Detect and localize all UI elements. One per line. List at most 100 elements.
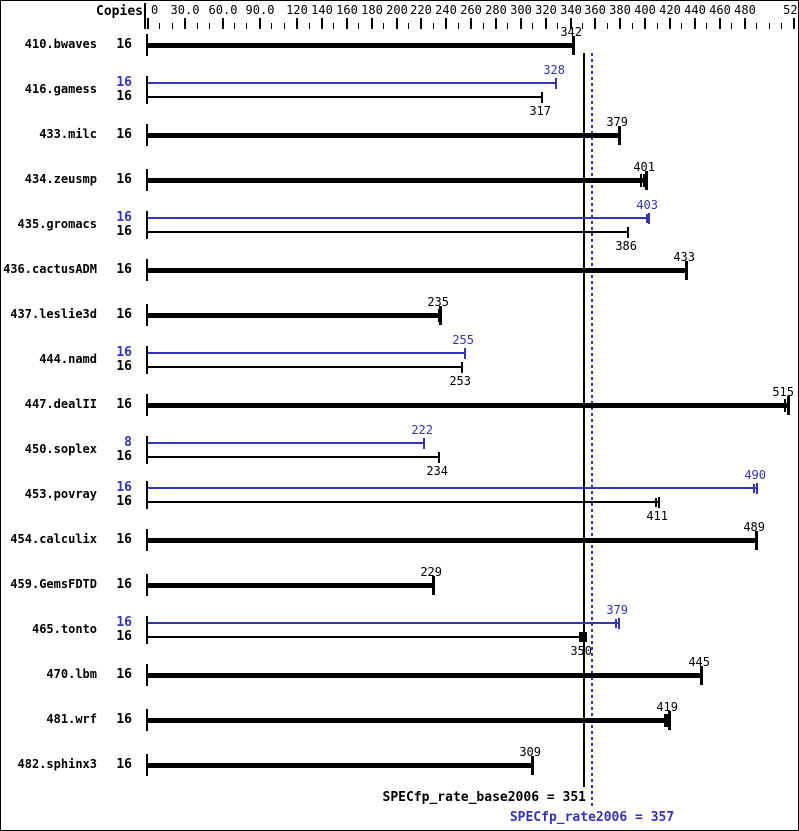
bar-value-label: 411 xyxy=(646,509,668,523)
axis-tick-label: 120 xyxy=(286,3,308,17)
axis-minor-tick xyxy=(607,23,608,29)
axis-major-tick xyxy=(222,18,224,29)
axis-minor-tick xyxy=(781,23,782,29)
run-median-tick xyxy=(784,399,786,412)
bar-value-label: 490 xyxy=(744,468,766,482)
axis-major-tick xyxy=(669,18,671,29)
axis-major-tick xyxy=(570,18,572,29)
copies-value: 16 xyxy=(116,615,132,630)
copies-value: 16 xyxy=(116,532,132,547)
axis-major-tick xyxy=(694,18,696,29)
axis-major-tick xyxy=(321,18,323,29)
bar-value-label: 489 xyxy=(743,520,765,534)
axis-tick-label: 320 xyxy=(535,3,557,17)
bar-end-cap xyxy=(432,576,435,595)
axis-minor-tick xyxy=(333,23,334,29)
base-bar xyxy=(148,501,659,503)
run-median-tick xyxy=(618,619,620,628)
bar-value-label: 403 xyxy=(636,198,658,212)
axis-tick-label: 200 xyxy=(386,3,408,17)
benchmark-label: 465.tonto xyxy=(31,622,97,636)
bar-value-label: 386 xyxy=(615,239,637,253)
bar-value-label: 401 xyxy=(633,160,655,174)
benchmark-label: 454.calculix xyxy=(10,532,97,546)
peak-bar xyxy=(148,82,556,84)
axis-tick-label: 280 xyxy=(485,3,507,17)
bar-value-label: 445 xyxy=(688,655,710,669)
bar-value-label: 255 xyxy=(452,333,474,347)
bar-start-cap xyxy=(146,76,148,104)
axis-major-tick xyxy=(259,18,261,29)
axis-minor-tick xyxy=(706,23,707,29)
axis-minor-tick xyxy=(582,23,583,29)
base-bar xyxy=(148,636,583,638)
run-median-tick xyxy=(640,174,642,187)
bar-start-cap xyxy=(146,616,148,644)
axis-tick-label: 240 xyxy=(435,3,457,17)
bar-start-cap xyxy=(146,346,148,374)
run-median-tick xyxy=(756,484,758,493)
benchmark-label: 416.gamess xyxy=(24,82,97,96)
axis-major-tick xyxy=(594,18,596,29)
base-bar xyxy=(148,538,756,543)
run-median-tick xyxy=(646,214,648,223)
axis-major-tick xyxy=(346,18,348,29)
peak-bar xyxy=(148,442,424,444)
benchmark-label: 433.milc xyxy=(39,127,97,141)
copies-value: 16 xyxy=(116,75,132,90)
axis-tick-label: 160 xyxy=(336,3,358,17)
bar-start-cap xyxy=(146,394,148,416)
benchmark-label: 453.povray xyxy=(24,487,97,501)
base-bar xyxy=(148,43,573,48)
base-bar xyxy=(148,718,669,723)
copies-value: 16 xyxy=(116,667,132,682)
bar-end-cap xyxy=(541,92,543,103)
run-median-tick xyxy=(664,714,666,727)
bar-value-label: 379 xyxy=(606,603,628,617)
benchmark-label: 481.wrf xyxy=(46,712,97,726)
peak-bar xyxy=(148,352,465,354)
bar-end-cap xyxy=(648,213,650,224)
copies-value: 16 xyxy=(116,494,132,509)
axis-minor-tick xyxy=(458,23,459,29)
bar-value-label: 317 xyxy=(529,104,551,118)
axis-minor-tick xyxy=(284,23,285,29)
copies-value: 16 xyxy=(116,224,132,239)
copies-value: 16 xyxy=(116,307,132,322)
axis-major-tick xyxy=(184,18,186,29)
bar-start-cap xyxy=(146,211,148,239)
bar-value-label: 515 xyxy=(772,385,794,399)
axis-tick-label: 360 xyxy=(584,3,606,17)
run-median-tick xyxy=(655,498,657,507)
axis-minor-tick xyxy=(657,23,658,29)
axis-minor-tick xyxy=(172,23,173,29)
bar-start-cap xyxy=(146,574,148,596)
benchmark-label: 459.GemsFDTD xyxy=(10,577,97,591)
benchmark-label: 435.gromacs xyxy=(17,217,97,231)
axis-tick-label: 90.0 xyxy=(245,3,275,17)
base-bar xyxy=(148,231,628,233)
bar-start-cap xyxy=(146,34,148,56)
copies-value: 16 xyxy=(116,712,132,727)
axis-tick-label: 520 xyxy=(783,3,798,17)
benchmark-label: 434.zeusmp xyxy=(24,172,97,186)
bar-value-label: 253 xyxy=(449,374,471,388)
axis-major-tick xyxy=(520,18,522,29)
axis-major-tick xyxy=(296,18,298,29)
base-bar xyxy=(148,133,619,138)
axis-major-tick xyxy=(619,18,621,29)
axis-minor-tick xyxy=(197,23,198,29)
axis-minor-tick xyxy=(271,23,272,29)
copies-header: Copies xyxy=(96,4,143,19)
copies-value: 16 xyxy=(116,397,132,412)
bar-end-cap xyxy=(700,666,703,685)
bar-start-cap xyxy=(146,481,148,509)
bar-end-cap xyxy=(461,362,463,373)
bar-end-cap xyxy=(618,126,621,145)
benchmark-label: 436.cactusADM xyxy=(3,262,97,276)
axis-minor-tick xyxy=(383,23,384,29)
axis-tick-label: 400 xyxy=(634,3,656,17)
bar-value-label: 234 xyxy=(426,464,448,478)
copies-value: 16 xyxy=(116,89,132,104)
bar-start-cap xyxy=(146,304,148,326)
